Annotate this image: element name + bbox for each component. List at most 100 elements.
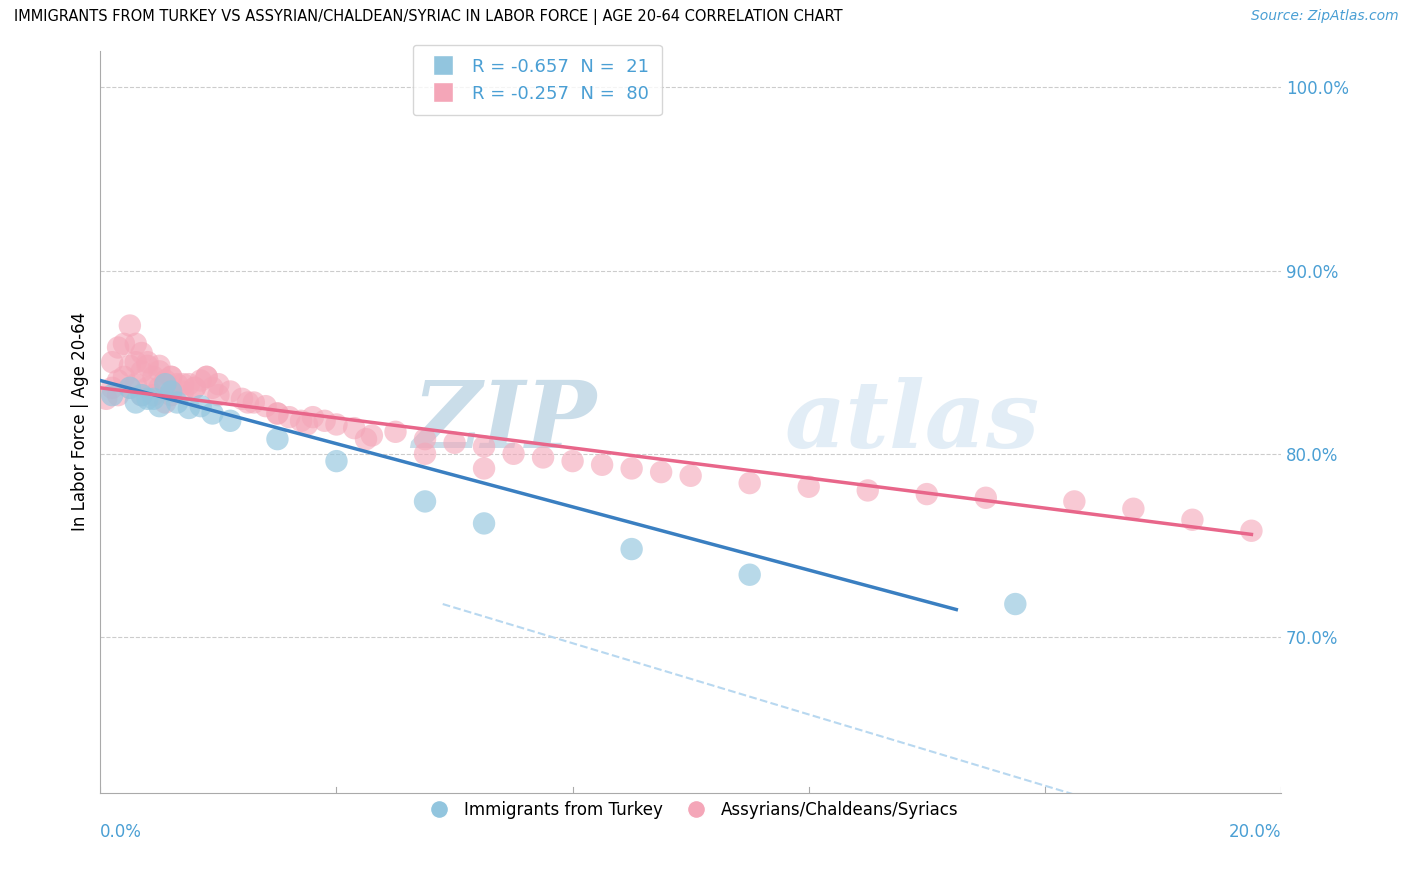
Point bbox=[302, 410, 325, 425]
Point bbox=[650, 465, 672, 479]
Point bbox=[195, 369, 218, 384]
Point bbox=[155, 395, 177, 409]
Point bbox=[166, 377, 188, 392]
Point bbox=[591, 458, 613, 472]
Point bbox=[136, 392, 159, 406]
Point bbox=[160, 384, 183, 399]
Point bbox=[160, 369, 183, 384]
Point bbox=[254, 399, 277, 413]
Point bbox=[1122, 501, 1144, 516]
Point bbox=[118, 359, 141, 373]
Point bbox=[856, 483, 879, 498]
Point bbox=[101, 388, 124, 402]
Point bbox=[219, 384, 242, 399]
Point bbox=[531, 450, 554, 465]
Point bbox=[177, 377, 200, 392]
Point bbox=[160, 369, 183, 384]
Point bbox=[290, 414, 312, 428]
Point bbox=[148, 381, 170, 395]
Point bbox=[101, 381, 124, 395]
Text: ZIP: ZIP bbox=[412, 376, 596, 467]
Point bbox=[266, 407, 288, 421]
Point bbox=[915, 487, 938, 501]
Y-axis label: In Labor Force | Age 20-64: In Labor Force | Age 20-64 bbox=[72, 312, 89, 532]
Point bbox=[184, 381, 207, 395]
Point bbox=[325, 454, 347, 468]
Point bbox=[561, 454, 583, 468]
Text: 0.0%: 0.0% bbox=[100, 823, 142, 841]
Point bbox=[125, 355, 148, 369]
Point bbox=[155, 374, 177, 388]
Legend: Immigrants from Turkey, Assyrians/Chaldeans/Syriacs: Immigrants from Turkey, Assyrians/Chalde… bbox=[416, 794, 966, 825]
Point bbox=[343, 421, 366, 435]
Point bbox=[1004, 597, 1026, 611]
Point bbox=[325, 417, 347, 432]
Point bbox=[1181, 513, 1204, 527]
Point bbox=[142, 388, 165, 402]
Text: Source: ZipAtlas.com: Source: ZipAtlas.com bbox=[1251, 9, 1399, 23]
Point bbox=[413, 432, 436, 446]
Point bbox=[172, 377, 194, 392]
Point bbox=[620, 542, 643, 557]
Point bbox=[1240, 524, 1263, 538]
Point bbox=[413, 494, 436, 508]
Point bbox=[101, 355, 124, 369]
Point bbox=[118, 381, 141, 395]
Point bbox=[177, 401, 200, 415]
Point bbox=[131, 388, 153, 402]
Point bbox=[243, 395, 266, 409]
Point bbox=[738, 476, 761, 491]
Text: 20.0%: 20.0% bbox=[1229, 823, 1281, 841]
Point bbox=[112, 336, 135, 351]
Point bbox=[207, 388, 229, 402]
Point bbox=[142, 392, 165, 406]
Point bbox=[148, 364, 170, 378]
Point bbox=[384, 425, 406, 439]
Point bbox=[107, 374, 129, 388]
Point bbox=[797, 480, 820, 494]
Point bbox=[125, 395, 148, 409]
Point bbox=[155, 377, 177, 392]
Point bbox=[190, 374, 212, 388]
Point bbox=[472, 440, 495, 454]
Point bbox=[172, 384, 194, 399]
Point bbox=[136, 381, 159, 395]
Point bbox=[107, 388, 129, 402]
Point bbox=[136, 359, 159, 373]
Point bbox=[207, 377, 229, 392]
Point bbox=[131, 364, 153, 378]
Point bbox=[195, 369, 218, 384]
Point bbox=[502, 447, 524, 461]
Point bbox=[1063, 494, 1085, 508]
Point bbox=[184, 381, 207, 395]
Point bbox=[125, 377, 148, 392]
Point bbox=[118, 381, 141, 395]
Point bbox=[443, 435, 465, 450]
Point bbox=[96, 392, 118, 406]
Point bbox=[236, 395, 259, 409]
Point bbox=[107, 341, 129, 355]
Point bbox=[118, 318, 141, 333]
Point bbox=[679, 468, 702, 483]
Point bbox=[136, 355, 159, 369]
Point bbox=[142, 369, 165, 384]
Point bbox=[166, 395, 188, 409]
Point bbox=[112, 369, 135, 384]
Point bbox=[354, 432, 377, 446]
Point bbox=[278, 410, 301, 425]
Point bbox=[160, 388, 183, 402]
Point bbox=[190, 399, 212, 413]
Point bbox=[266, 407, 288, 421]
Point bbox=[738, 567, 761, 582]
Point bbox=[472, 461, 495, 475]
Point bbox=[413, 447, 436, 461]
Point bbox=[231, 392, 253, 406]
Point bbox=[266, 432, 288, 446]
Point bbox=[472, 516, 495, 531]
Point bbox=[125, 336, 148, 351]
Point bbox=[131, 346, 153, 360]
Point bbox=[295, 417, 318, 432]
Point bbox=[148, 359, 170, 373]
Point bbox=[314, 414, 336, 428]
Point bbox=[974, 491, 997, 505]
